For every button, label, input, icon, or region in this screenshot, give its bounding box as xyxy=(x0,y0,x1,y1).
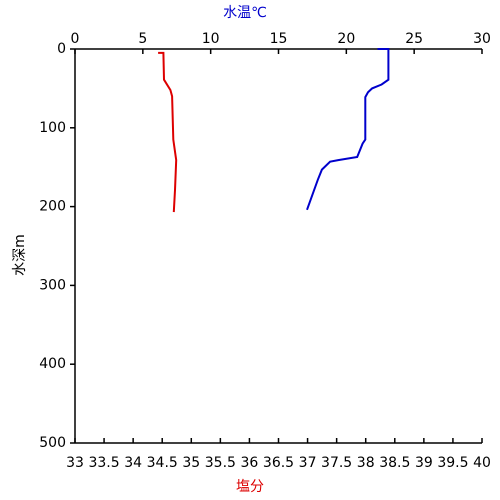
x-tick-label: 34.5 xyxy=(147,455,178,471)
x-tick-label: 36.5 xyxy=(263,455,294,471)
x-tick-label: 38 xyxy=(357,455,375,471)
x-tick-label: 39.5 xyxy=(437,455,468,471)
profile-line xyxy=(158,51,178,213)
x-tick-label: 35.5 xyxy=(205,455,236,471)
x-tick-label: 40 xyxy=(473,455,491,471)
x2-axis-title: 水温℃ xyxy=(223,5,267,21)
x-tick-label: 39 xyxy=(415,455,433,471)
x-tick-label: 36 xyxy=(241,455,259,471)
x-tick-label: 37.5 xyxy=(321,455,352,471)
x2-tick-label: 0 xyxy=(71,31,80,47)
x2-tick-label: 5 xyxy=(138,31,147,47)
x-tick-label: 35 xyxy=(182,455,200,471)
x2-tick-label: 20 xyxy=(337,31,355,47)
y-tick-label: 200 xyxy=(39,199,66,215)
x-tick-label: 37 xyxy=(299,455,317,471)
y-tick-label: 300 xyxy=(39,277,66,293)
y-tick-label: 100 xyxy=(39,120,66,136)
x2-tick-label: 10 xyxy=(202,31,220,47)
x-tick-label: 33.5 xyxy=(88,455,119,471)
y-tick-label: 0 xyxy=(57,41,66,57)
profile-line xyxy=(306,48,390,211)
x2-tick-label: 25 xyxy=(405,31,423,47)
x-tick-label: 34 xyxy=(124,455,142,471)
x-axis-title: 塩分 xyxy=(236,479,264,495)
y-axis-title: 水深m xyxy=(12,234,28,276)
x2-tick-label: 30 xyxy=(473,31,491,47)
y-tick-label: 400 xyxy=(39,356,66,372)
x2-tick-label: 15 xyxy=(270,31,288,47)
x-tick-label: 38.5 xyxy=(379,455,410,471)
y-tick-label: 500 xyxy=(39,435,66,451)
x-tick-label: 33 xyxy=(66,455,84,471)
